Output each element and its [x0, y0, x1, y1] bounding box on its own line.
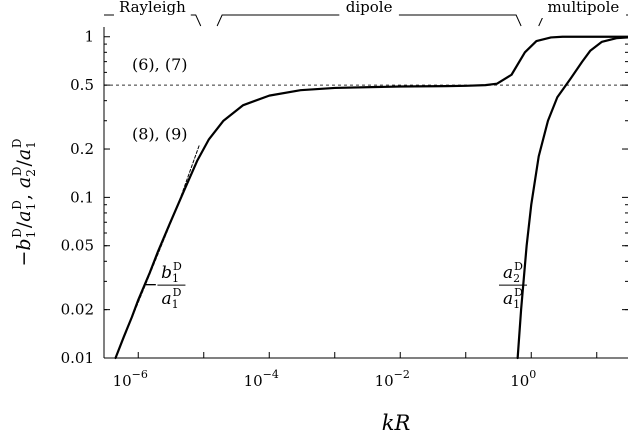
region-label-rayleigh: Rayleigh: [119, 0, 186, 16]
annotation-eq89: (8), (9): [132, 124, 188, 143]
y-tick-label: 0.01: [61, 349, 94, 367]
y-tick-label: 1: [84, 28, 94, 46]
series-layer: [114, 35, 628, 360]
region-label-bg: [113, 0, 191, 18]
y-tick-label: 0.5: [70, 76, 94, 94]
y-tick-label: 0.2: [70, 140, 94, 158]
y-tick-label: 0.02: [61, 301, 94, 319]
svg-text:−: −: [143, 275, 157, 295]
region-label-bg: [339, 0, 399, 18]
y-tick-label: 0.05: [61, 237, 94, 255]
x-axis-label: kR: [382, 411, 411, 435]
region-label-dipole: dipole: [346, 0, 393, 16]
svg-text:a2D: a2D: [503, 260, 523, 285]
region-brackets: Rayleigh dipole multipole: [104, 0, 628, 27]
svg-text:a1D: a1D: [503, 286, 523, 311]
annotation-eq67: (6), (7): [132, 55, 188, 74]
series-line-a2: [516, 36, 628, 360]
series-line-approx89: [115, 145, 200, 359]
region-label-multipole: multipole: [547, 0, 619, 16]
axes: 1 0.5 0.2 0.1 0.05 0.02 0.01 10−6 10−4 10−2 100 kR −…: [10, 27, 628, 435]
region-label-bg: [540, 0, 627, 18]
y-axis-label: −b1D/a1D, a2D/a1D: [10, 138, 38, 266]
y-tick-label: 0.1: [70, 188, 94, 206]
x-tick-label: 10−2: [375, 368, 410, 390]
svg-text:a1D: a1D: [161, 286, 181, 311]
svg-text:b1D: b1D: [161, 260, 182, 285]
x-tick-label: 10−6: [113, 368, 148, 390]
x-tick-label: 10−4: [244, 368, 279, 390]
series-line-b1: [114, 35, 628, 360]
x-tick-label: 100: [510, 368, 536, 390]
